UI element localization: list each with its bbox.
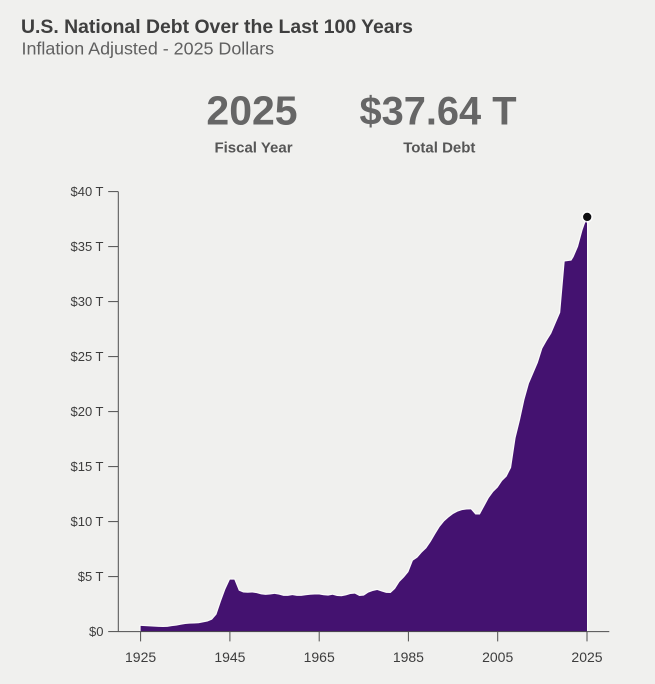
svg-text:$10 T: $10 T xyxy=(70,514,103,529)
svg-text:$37.64 T: $37.64 T xyxy=(359,90,516,134)
svg-text:$35 T: $35 T xyxy=(70,239,103,254)
svg-text:2025: 2025 xyxy=(206,88,297,134)
svg-text:1985: 1985 xyxy=(393,649,424,665)
svg-text:Total Debt: Total Debt xyxy=(403,139,475,156)
svg-text:1965: 1965 xyxy=(304,649,335,665)
svg-text:1925: 1925 xyxy=(125,649,156,665)
svg-text:$15 T: $15 T xyxy=(70,459,103,474)
svg-text:$40 T: $40 T xyxy=(70,184,103,199)
svg-text:Fiscal Year: Fiscal Year xyxy=(214,139,292,156)
svg-text:$25 T: $25 T xyxy=(70,349,103,364)
svg-text:$30 T: $30 T xyxy=(70,294,103,309)
svg-text:$5 T: $5 T xyxy=(78,569,104,584)
svg-text:1945: 1945 xyxy=(214,649,245,665)
svg-text:$20 T: $20 T xyxy=(70,404,103,419)
svg-text:2005: 2005 xyxy=(482,649,513,665)
svg-text:2025: 2025 xyxy=(571,649,602,665)
svg-text:Inflation Adjusted - 2025 Doll: Inflation Adjusted - 2025 Dollars xyxy=(22,39,275,59)
svg-text:U.S. National Debt Over the La: U.S. National Debt Over the Last 100 Yea… xyxy=(21,16,413,38)
svg-text:$0: $0 xyxy=(89,624,103,639)
